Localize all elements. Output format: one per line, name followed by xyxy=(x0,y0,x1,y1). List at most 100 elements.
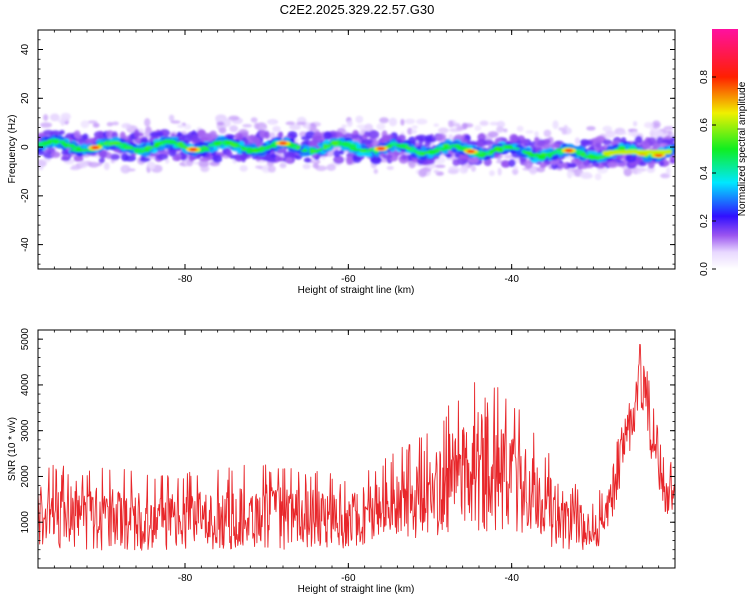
heatmap-cell xyxy=(529,165,538,175)
heatmap-cell xyxy=(365,150,371,154)
heatmap-cell xyxy=(115,144,125,147)
heatmap-cell xyxy=(92,122,100,128)
heatmap-cell xyxy=(356,151,366,157)
spectrogram-ticks: -80 -60 -40 40 20 0 -20 -40 xyxy=(20,29,676,285)
heatmap-cell xyxy=(241,146,246,150)
heatmap-cell xyxy=(376,123,386,131)
heatmap-cell xyxy=(496,126,504,133)
heatmap-cell xyxy=(434,164,446,168)
heatmap-cell xyxy=(312,162,319,169)
heatmap-cell xyxy=(433,123,439,127)
heatmap-cell xyxy=(555,150,563,154)
heatmap-cell xyxy=(103,162,110,171)
heatmap-cell xyxy=(524,160,533,169)
heatmap-cell xyxy=(437,146,442,151)
heatmap-cell xyxy=(543,129,552,138)
snr-xtick-label: -60 xyxy=(341,573,356,584)
heatmap-cell xyxy=(318,148,323,152)
heatmap-cell xyxy=(605,130,616,138)
heatmap-cell xyxy=(647,137,657,144)
heatmap-cell xyxy=(557,162,568,168)
heatmap-cell xyxy=(411,125,419,129)
heatmap-cell xyxy=(216,121,225,126)
heatmap-cell xyxy=(599,155,606,160)
heatmap-cell xyxy=(283,151,289,158)
colorbar-tick-label: 0.4 xyxy=(699,166,710,180)
spectrogram-ytick-label: -20 xyxy=(20,188,31,203)
heatmap-cell xyxy=(267,145,277,148)
heatmap-cell xyxy=(537,156,547,160)
heatmap-cell xyxy=(61,116,70,122)
heatmap-cell xyxy=(176,131,182,137)
heatmap-cell xyxy=(474,125,482,132)
heatmap-cell xyxy=(593,156,601,161)
heatmap-cell xyxy=(209,130,217,138)
heatmap-cell xyxy=(574,137,580,145)
heatmap-cell xyxy=(359,149,367,153)
heatmap-cell xyxy=(43,114,49,122)
heatmap-cell xyxy=(566,169,573,179)
heatmap-cell xyxy=(602,139,612,146)
colorbar-tick-label: 0.8 xyxy=(699,70,710,84)
heatmap-cell xyxy=(178,145,188,149)
heatmap-cell xyxy=(433,169,440,174)
heatmap-cell xyxy=(234,157,243,162)
heatmap-cell xyxy=(338,142,343,146)
heatmap-cell xyxy=(534,131,539,138)
spectrogram-panel: -80 -60 -40 40 20 0 -20 -40 Height of straight … xyxy=(7,29,676,296)
heatmap-cell xyxy=(625,155,637,163)
heatmap-cell xyxy=(97,131,105,138)
heatmap-cell xyxy=(513,165,519,171)
heatmap-cell xyxy=(420,152,426,156)
heatmap-cell xyxy=(132,147,138,151)
heatmap-cell xyxy=(401,154,407,161)
heatmap-cell xyxy=(446,153,452,159)
heatmap-cell xyxy=(632,120,638,127)
heatmap-cell xyxy=(459,153,470,160)
heatmap-cell xyxy=(120,164,131,174)
heatmap-cell xyxy=(620,146,626,150)
heatmap-cell xyxy=(228,115,240,121)
heatmap-cell xyxy=(643,122,654,129)
heatmap-peak-core xyxy=(377,146,385,151)
heatmap-cell xyxy=(212,154,223,163)
heatmap-cell xyxy=(272,125,281,133)
heatmap-cell xyxy=(266,157,277,163)
heatmap-cell xyxy=(407,127,413,135)
heatmap-cell xyxy=(577,150,585,154)
heatmap-cell xyxy=(60,156,70,162)
heatmap-cell xyxy=(111,121,119,126)
heatmap-cell xyxy=(425,134,433,142)
heatmap-cell xyxy=(172,155,181,162)
heatmap-cell xyxy=(133,129,140,138)
heatmap-cell xyxy=(503,128,508,133)
heatmap-cell xyxy=(552,120,559,130)
snr-xtick-label: -80 xyxy=(178,573,193,584)
heatmap-cell xyxy=(388,117,398,127)
heatmap-cell xyxy=(148,162,156,170)
heatmap-cell xyxy=(250,117,258,123)
heatmap-cell xyxy=(144,118,151,127)
heatmap-cell xyxy=(438,127,449,134)
heatmap-cell xyxy=(249,136,261,145)
heatmap-cell xyxy=(489,170,495,177)
heatmap-cell xyxy=(355,115,364,124)
heatmap-peak-core xyxy=(91,146,100,150)
snr-ylabel: SNR (10 * v/v) xyxy=(7,417,18,481)
heatmap-cell xyxy=(579,171,592,179)
heatmap-cell xyxy=(262,146,271,151)
heatmap-cell xyxy=(199,157,211,162)
spectrogram-xtick-label: -40 xyxy=(504,274,519,285)
heatmap-cell xyxy=(43,148,52,153)
heatmap-cell xyxy=(165,158,170,164)
heatmap-cell xyxy=(341,143,348,147)
heatmap-cell xyxy=(87,120,98,124)
heatmap-cell xyxy=(382,154,393,160)
heatmap-cell xyxy=(245,148,251,152)
heatmap-cell xyxy=(591,162,600,167)
heatmap-cell xyxy=(170,120,181,124)
heatmap-cell xyxy=(634,135,643,144)
spectrogram-xtick-label: -80 xyxy=(178,274,193,285)
heatmap-cell xyxy=(296,121,306,126)
